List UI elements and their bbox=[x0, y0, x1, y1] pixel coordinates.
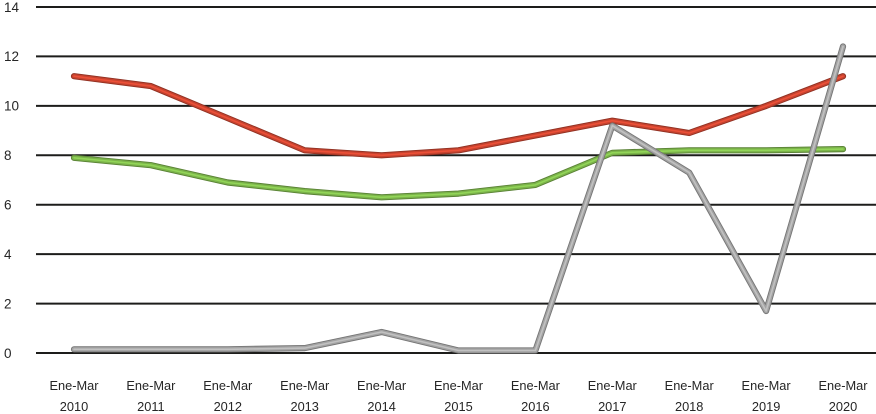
x-axis-label: Ene-Mar 2016 bbox=[511, 378, 561, 414]
green-line-highlight bbox=[73, 148, 844, 199]
x-axis-label-year: 2020 bbox=[829, 399, 857, 414]
x-axis-label: Ene-Mar 2019 bbox=[742, 378, 792, 414]
x-axis-label-period: Ene-Mar bbox=[49, 378, 99, 393]
x-axis-label: Ene-Mar 2011 bbox=[126, 378, 176, 414]
y-axis-tick-label: 4 bbox=[4, 247, 12, 262]
gray-line-highlight bbox=[73, 45, 844, 352]
x-axis-label: Ene-Mar 2017 bbox=[588, 378, 638, 414]
x-axis-label-year: 2011 bbox=[137, 399, 165, 414]
red-line-series bbox=[70, 73, 847, 159]
x-axis-label-year: 2012 bbox=[214, 399, 242, 414]
x-axis-label-year: 2015 bbox=[444, 399, 472, 414]
x-axis-label-period: Ene-Mar bbox=[818, 378, 868, 393]
y-axis-tick-label: 8 bbox=[4, 148, 12, 163]
x-axis-label: Ene-Mar 2018 bbox=[665, 378, 715, 414]
gray-line bbox=[71, 44, 846, 353]
x-axis-label-year: 2016 bbox=[521, 399, 549, 414]
x-axis-label: Ene-Mar 2014 bbox=[357, 378, 407, 414]
red-line-highlight bbox=[73, 75, 844, 157]
y-axis-tick-label: 0 bbox=[4, 346, 12, 361]
x-axis-label-period: Ene-Mar bbox=[280, 378, 330, 393]
x-axis-label-year: 2017 bbox=[598, 399, 626, 414]
y-axis-tick-label: 14 bbox=[4, 0, 20, 15]
gray-line-series bbox=[70, 43, 847, 354]
x-axis-label-year: 2013 bbox=[290, 399, 318, 414]
y-axis-tick-label: 2 bbox=[4, 296, 12, 311]
x-axis-label-year: 2010 bbox=[60, 399, 88, 414]
x-axis-label-year: 2019 bbox=[752, 399, 780, 414]
x-axis-label-period: Ene-Mar bbox=[742, 378, 792, 393]
x-axis-label-year: 2014 bbox=[367, 399, 395, 414]
x-axis-label-year: 2018 bbox=[675, 399, 703, 414]
y-axis-tick-label: 6 bbox=[4, 198, 12, 213]
x-axis-label-period: Ene-Mar bbox=[665, 378, 715, 393]
x-axis-label-period: Ene-Mar bbox=[588, 378, 638, 393]
x-axis-label: Ene-Mar 2012 bbox=[203, 378, 253, 414]
x-axis-label-period: Ene-Mar bbox=[511, 378, 561, 393]
x-axis-label-period: Ene-Mar bbox=[357, 378, 407, 393]
x-axis-label: Ene-Mar 2020 bbox=[818, 378, 868, 414]
x-axis-label-period: Ene-Mar bbox=[126, 378, 176, 393]
red-line bbox=[71, 73, 846, 158]
gray-line-edge bbox=[70, 43, 847, 354]
y-axis-tick-label: 12 bbox=[4, 49, 19, 64]
green-line-series bbox=[70, 146, 847, 201]
red-line-edge bbox=[70, 73, 847, 159]
y-axis: 0 2 4 6 8 10 12 14 bbox=[4, 0, 20, 361]
y-axis-tick-label: 10 bbox=[4, 99, 19, 114]
x-axis-label-period: Ene-Mar bbox=[203, 378, 253, 393]
gridlines bbox=[36, 6, 876, 354]
x-axis-label: Ene-Mar 2015 bbox=[434, 378, 484, 414]
x-axis-label-period: Ene-Mar bbox=[434, 378, 484, 393]
x-axis-label: Ene-Mar 2013 bbox=[280, 378, 330, 414]
x-axis-label: Ene-Mar 2010 bbox=[49, 378, 99, 414]
